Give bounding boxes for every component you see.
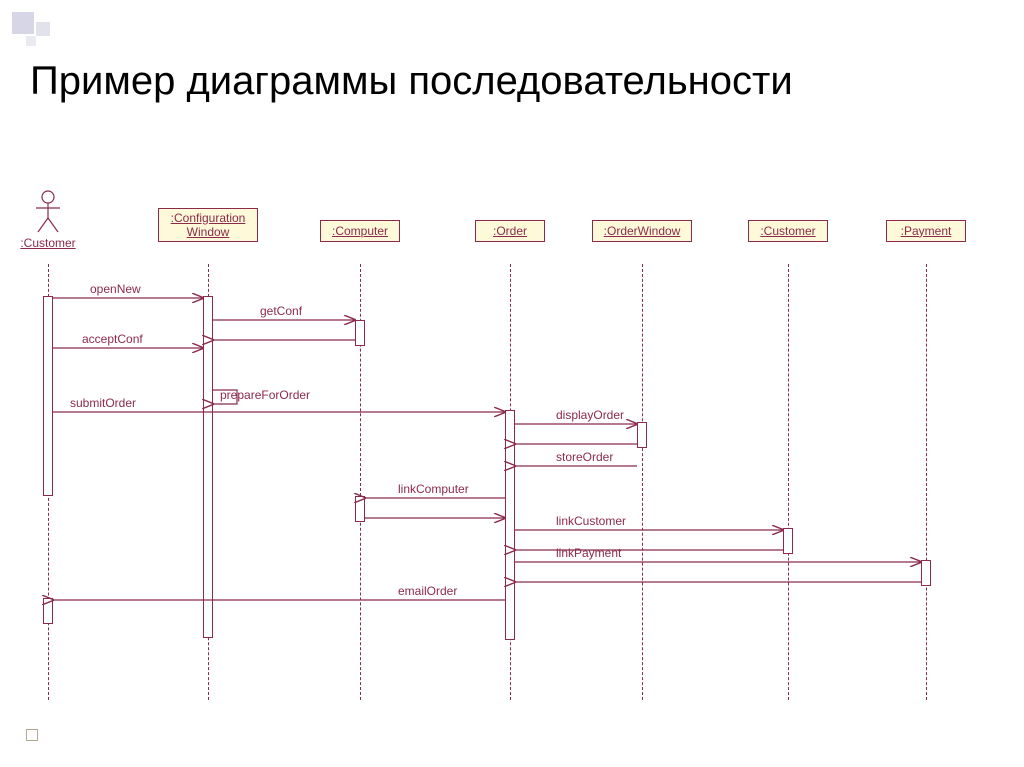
participant-box: :OrderWindow bbox=[592, 220, 692, 242]
activation-bar bbox=[355, 320, 365, 346]
message-label: openNew bbox=[90, 282, 141, 296]
activation-bar bbox=[783, 528, 793, 554]
message-label: acceptConf bbox=[82, 332, 143, 346]
participant-box: :Customer bbox=[748, 220, 828, 242]
participant-box: :Configuration Window bbox=[158, 208, 258, 242]
lifeline bbox=[926, 264, 927, 700]
activation-bar bbox=[203, 296, 213, 638]
actor-customer: :Customer bbox=[13, 190, 83, 250]
activation-bar bbox=[505, 410, 515, 640]
message-label: submitOrder bbox=[70, 396, 136, 410]
slide-title: Пример диаграммы последовательности bbox=[30, 58, 793, 104]
message-label: storeOrder bbox=[556, 450, 613, 464]
activation-bar bbox=[637, 422, 647, 448]
participant-box: :Payment bbox=[886, 220, 966, 242]
actor-label: :Customer bbox=[13, 236, 83, 250]
activation-bar bbox=[43, 296, 53, 496]
activation-bar bbox=[355, 496, 365, 522]
message-label: linkComputer bbox=[398, 482, 469, 496]
participant-box: :Order bbox=[475, 220, 545, 242]
message-label: emailOrder bbox=[398, 584, 457, 598]
lifeline bbox=[788, 264, 789, 700]
participant-box: :Computer bbox=[320, 220, 400, 242]
message-label: linkCustomer bbox=[556, 514, 626, 528]
message-label: prepareForOrder bbox=[220, 388, 310, 402]
slide-bullet-decoration bbox=[26, 729, 38, 741]
activation-bar bbox=[921, 560, 931, 586]
lifeline bbox=[642, 264, 643, 700]
message-label: displayOrder bbox=[556, 408, 624, 422]
sequence-diagram: :Customer :Configuration Window :Computer:… bbox=[0, 180, 1024, 740]
message-label: getConf bbox=[260, 304, 302, 318]
message-label: linkPayment bbox=[556, 546, 621, 560]
activation-bar bbox=[43, 598, 53, 624]
